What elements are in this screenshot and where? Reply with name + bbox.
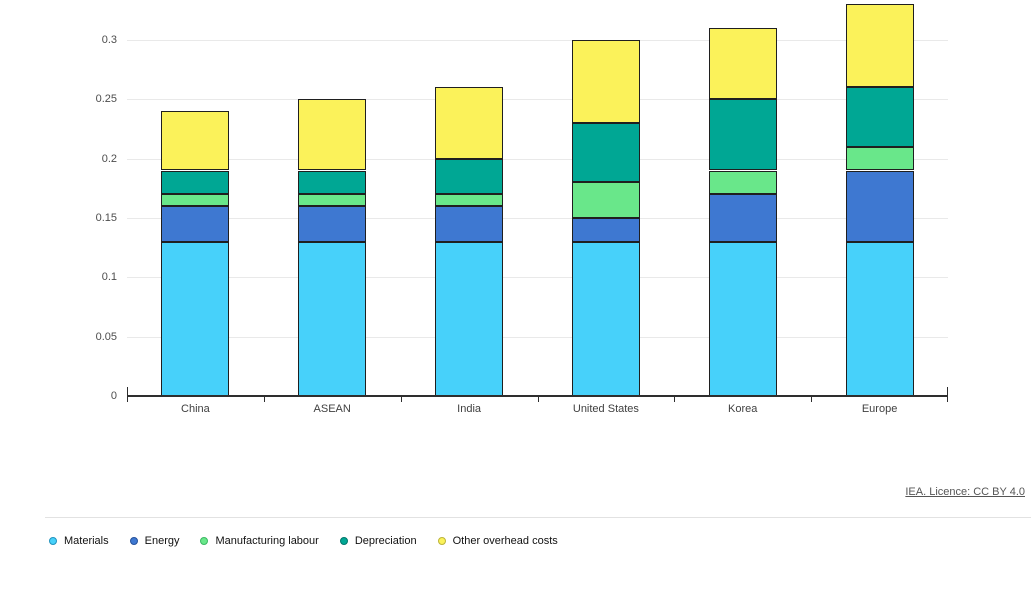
x-axis-line <box>127 395 948 397</box>
x-axis-end-tick <box>127 387 128 396</box>
bar-segment <box>845 146 914 171</box>
bar-segment <box>435 87 504 159</box>
legend-dot-icon <box>339 537 348 545</box>
bar-segment <box>161 206 230 242</box>
x-axis-tick <box>674 396 675 402</box>
bar-segment <box>161 241 230 396</box>
bar-segment <box>571 182 640 218</box>
bar-segment <box>708 241 777 396</box>
licence-link[interactable]: IEA. Licence: CC BY 4.0 <box>905 486 1025 498</box>
legend-dot-icon <box>129 537 138 545</box>
legend-item-label: Other overhead costs <box>452 535 558 547</box>
legend-dot-icon <box>49 537 57 545</box>
x-axis-category-label: Europe <box>861 403 898 415</box>
x-axis-category-label: Korea <box>728 403 758 415</box>
bar-segment <box>845 4 914 88</box>
bar-segment <box>435 158 504 195</box>
y-axis-tick-label: 0 <box>110 390 117 402</box>
bar-segment <box>845 87 914 147</box>
bar-segment <box>571 218 640 242</box>
y-gridline <box>127 159 948 160</box>
x-axis-tick <box>127 396 128 402</box>
bar-segment <box>298 206 367 242</box>
y-gridline <box>127 277 948 278</box>
y-axis-tick-label: 0.3 <box>101 34 117 46</box>
x-axis-category-label: China <box>181 403 210 415</box>
bar-segment <box>571 241 640 396</box>
bar-segment <box>298 194 367 207</box>
divider <box>45 517 1031 518</box>
bar-segment <box>845 241 914 396</box>
x-axis-category-label: United States <box>572 403 639 415</box>
x-axis-tick <box>947 396 948 402</box>
bar-segment <box>708 170 777 195</box>
x-axis-category-label: ASEAN <box>313 403 351 415</box>
legend-item[interactable]: Depreciation <box>339 535 417 547</box>
legend: Materials Energy Manufacturing labour Depre… <box>49 535 558 547</box>
bar-segment <box>845 170 914 242</box>
bar-segment <box>298 170 367 195</box>
bar-segment <box>571 123 640 183</box>
y-gridline <box>127 40 948 41</box>
legend-item-label: Depreciation <box>354 535 417 547</box>
x-axis-category-label: India <box>457 403 482 415</box>
bar-segment <box>435 194 504 207</box>
legend-dot-icon <box>200 537 209 545</box>
bar-segment <box>435 241 504 396</box>
bar-segment <box>435 206 504 242</box>
legend-item-label: Energy <box>144 535 180 547</box>
y-gridline <box>127 337 948 338</box>
y-axis-tick-label: 0.15 <box>95 212 117 224</box>
legend-item[interactable]: Energy <box>129 535 180 547</box>
legend-item-label: Manufacturing labour <box>215 535 319 547</box>
y-axis-tick-label: 0.2 <box>101 153 117 165</box>
y-axis-tick-label: 0.1 <box>101 271 117 283</box>
legend-item[interactable]: Other overhead costs <box>437 535 558 547</box>
bar-segment <box>161 170 230 195</box>
legend-item-label: Materials <box>64 535 109 547</box>
x-axis-end-tick <box>947 387 948 396</box>
x-axis-tick <box>811 396 812 402</box>
x-axis-tick <box>538 396 539 402</box>
bar-segment <box>708 194 777 242</box>
legend-item[interactable]: Materials <box>49 535 109 547</box>
bar-segment <box>298 99 367 171</box>
bar-segment <box>161 194 230 207</box>
bar-segment <box>298 241 367 396</box>
bar-segment <box>161 111 230 171</box>
x-axis-tick <box>401 396 402 402</box>
bar-segment <box>708 28 777 100</box>
bar-segment <box>708 99 777 171</box>
x-axis-tick <box>264 396 265 402</box>
y-gridline <box>127 99 948 100</box>
legend-dot-icon <box>437 537 446 545</box>
legend-item[interactable]: Manufacturing labour <box>200 535 319 547</box>
y-axis-tick-label: 0.25 <box>95 93 117 105</box>
bar-segment <box>571 39 640 123</box>
y-axis-tick-label: 0.05 <box>95 331 117 343</box>
y-gridline <box>127 218 948 219</box>
